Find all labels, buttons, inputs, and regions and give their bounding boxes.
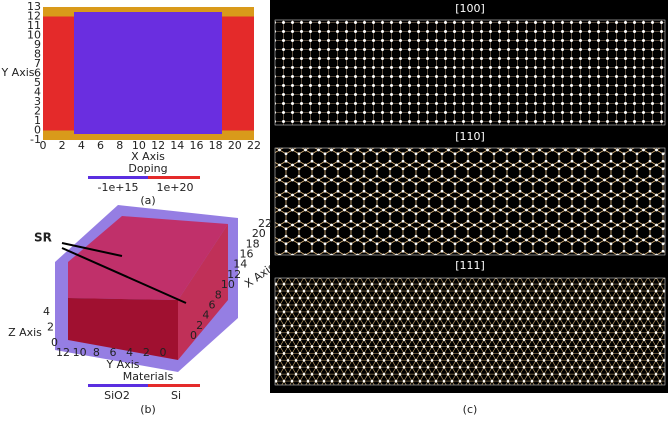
x-tick-label: 8 [116, 139, 123, 152]
panel-title: [110] [455, 130, 485, 143]
legend-swatch [148, 384, 200, 387]
legend-label: 1e+20 [157, 181, 194, 194]
legend-label: SiO2 [104, 389, 130, 402]
y-tick-label: 6 [110, 346, 117, 359]
x-tick-label: 10 [132, 139, 146, 152]
y-tick-label: 0 [160, 346, 167, 359]
z-tick-label: 2 [47, 321, 54, 334]
z-axis-label: Z Axis [8, 326, 42, 339]
z-tick-label: 4 [43, 305, 50, 318]
y-tick-label: 10 [73, 346, 87, 359]
lattice-100 [275, 20, 665, 125]
x-tick-label: 12 [151, 139, 165, 152]
annotation: SR [34, 231, 52, 245]
x-tick-label: 4 [78, 139, 85, 152]
panel-title: [100] [455, 2, 485, 15]
legend-swatch [88, 384, 148, 387]
legend-swatch [148, 176, 200, 179]
y-axis-label: Y Axis [0, 66, 34, 79]
caption: (c) [463, 403, 478, 416]
figure: Y Axis X Axis Doping -1e+15 1e+20 (a) SR… [0, 0, 668, 428]
panel-c: [100] [110] [111] (c) [270, 0, 668, 416]
lattice-111 [275, 278, 665, 385]
x-tick-label: 2 [59, 139, 66, 152]
x-tick-label: 22 [247, 139, 261, 152]
y-tick-label: 8 [93, 346, 100, 359]
x-tick-label: 22 [258, 217, 272, 230]
legend-label: -1e+15 [98, 181, 139, 194]
panel-title: [111] [455, 259, 485, 272]
x-tick-label: 14 [170, 139, 184, 152]
x-tick-label: 18 [209, 139, 223, 152]
z-tick-label: 0 [51, 336, 58, 349]
doped-region [74, 12, 222, 134]
y-tick-label: 2 [143, 346, 150, 359]
legend-title: Doping [128, 162, 167, 175]
x-tick-label: 6 [97, 139, 104, 152]
legend-title: Materials [123, 370, 174, 383]
y-tick-label: 13 [27, 0, 41, 13]
y-tick-label: 12 [56, 346, 70, 359]
lattice-110 [275, 148, 665, 255]
caption: (b) [140, 403, 156, 416]
x-tick-label: 16 [189, 139, 203, 152]
caption: (a) [140, 194, 155, 207]
x-tick-label: 20 [228, 139, 242, 152]
legend-swatch [88, 176, 148, 179]
y-tick-label: 4 [126, 346, 133, 359]
legend-label: Si [171, 389, 181, 402]
